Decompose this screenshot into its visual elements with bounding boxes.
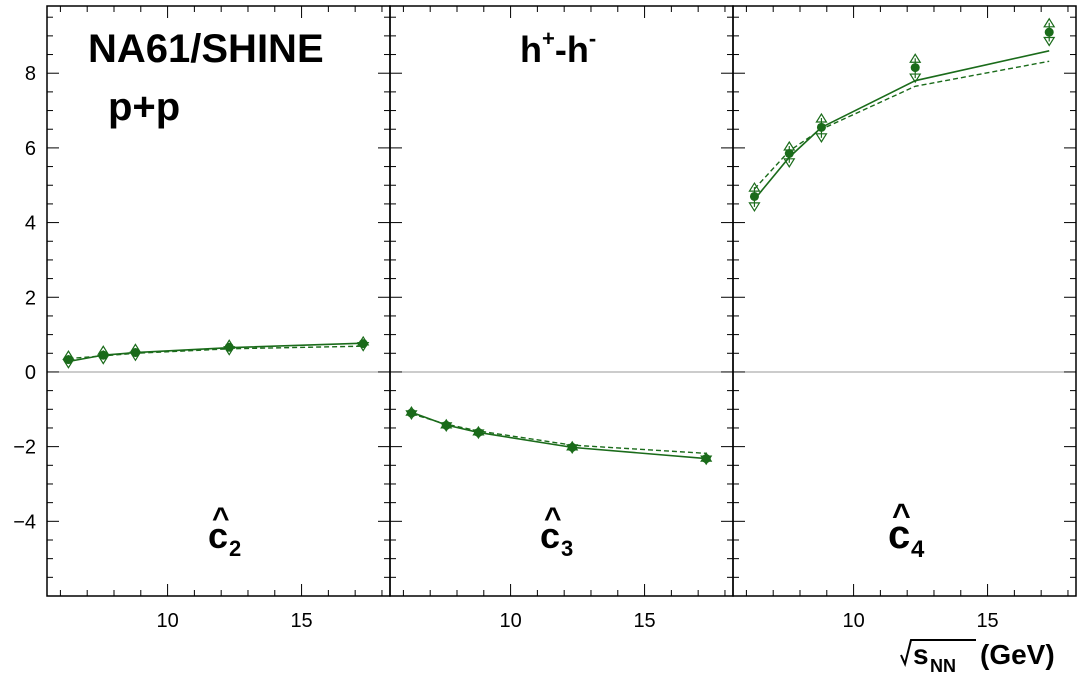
axis-ticks: 10 15 10 15 10 15 −4 −2 0 2 4 6 8 [13, 6, 1076, 632]
data-point [129, 343, 142, 362]
up-triangle-marker [909, 53, 922, 63]
data-points [62, 17, 1056, 466]
model-dashed-line-2 [411, 413, 707, 455]
pair-sup-1: + [542, 26, 555, 51]
system-label: p+p [108, 85, 180, 129]
data-point [62, 350, 75, 369]
panel-frames [46, 5, 1077, 597]
pair-base-1: h [520, 29, 542, 70]
data-point [700, 451, 713, 466]
y-tick-label: −2 [13, 437, 36, 459]
y-tick-label: 2 [25, 287, 36, 309]
y-tick-label: −4 [13, 511, 36, 533]
point-marker [816, 122, 826, 132]
point-marker [98, 350, 108, 360]
panel-label-c3: ^ c 3 [540, 502, 573, 561]
down-triangle-marker [748, 202, 761, 213]
point-marker [701, 454, 711, 464]
point-marker [749, 191, 759, 201]
x-tick-label: 15 [633, 610, 655, 632]
up-triangle-marker [1043, 17, 1056, 28]
x-tick-label: 15 [290, 610, 312, 632]
point-marker [910, 63, 920, 73]
sqrt-overline [900, 639, 976, 668]
x-tick-label: 10 [842, 610, 864, 632]
data-point [748, 181, 761, 213]
x-axis-label: s NN (GeV) [900, 639, 1055, 676]
model-solid-line-1 [68, 342, 364, 363]
data-point [815, 112, 828, 143]
y-tick-label: 6 [25, 138, 36, 160]
data-point [223, 339, 236, 356]
y-tick-label: 8 [25, 63, 36, 85]
x-axis-sub: NN [930, 656, 956, 676]
point-marker [130, 348, 140, 358]
data-point [1043, 17, 1056, 47]
point-marker [406, 408, 416, 418]
panel-hat-c4: ^ [892, 497, 911, 533]
panel-hat-c2: ^ [212, 502, 230, 535]
y-tick-label: 0 [25, 362, 36, 384]
x-axis-var: s [913, 639, 929, 670]
data-point [909, 53, 922, 84]
point-marker [63, 355, 73, 365]
up-triangle-marker [748, 181, 761, 192]
pair-sup-2: - [589, 26, 596, 51]
model-solid-line-2 [411, 411, 707, 460]
pair-separator: - [555, 29, 567, 70]
experiment-label: NA61/SHINE [88, 27, 324, 71]
panel-frame-3 [732, 5, 1077, 597]
down-triangle-marker [1043, 36, 1056, 47]
point-marker [473, 427, 483, 437]
point-marker [784, 149, 794, 158]
x-axis-unit: (GeV) [980, 639, 1055, 670]
pair-base-2: h [567, 29, 589, 70]
panel-sub-c3: 3 [561, 536, 573, 561]
panel-base-c2: c [208, 515, 228, 556]
data-point [472, 425, 485, 440]
down-triangle-marker [909, 73, 922, 84]
panel-base-c3: c [540, 515, 560, 556]
x-tick-label: 15 [976, 610, 998, 632]
panel-label-c2: ^ c 2 [208, 502, 241, 561]
model-curves [68, 50, 1050, 460]
down-triangle-marker [783, 158, 796, 168]
data-point [783, 140, 796, 168]
model-solid-line-3 [753, 50, 1050, 200]
panel-base-c4: c [888, 513, 910, 557]
panel-sub-c2: 2 [229, 536, 241, 561]
data-point [566, 440, 579, 455]
data-point [405, 406, 418, 421]
panel-label-c4: ^ c 4 [888, 497, 925, 563]
up-triangle-marker [815, 112, 828, 123]
y-tick-label: 4 [25, 213, 36, 235]
point-marker [358, 339, 368, 349]
model-dashed-line-3 [753, 60, 1050, 190]
data-point [97, 345, 110, 365]
data-point [440, 418, 453, 432]
x-tick-label: 10 [499, 610, 521, 632]
point-marker [224, 342, 234, 352]
panel-sub-c4: 4 [911, 536, 925, 563]
panel-hat-c3: ^ [544, 502, 562, 535]
down-triangle-marker [815, 133, 828, 143]
x-tick-label: 10 [156, 610, 178, 632]
data-point [357, 335, 370, 352]
point-marker [567, 442, 577, 452]
point-marker [1044, 27, 1054, 37]
point-marker [441, 420, 451, 430]
pair-label: h+-h- [520, 26, 596, 70]
